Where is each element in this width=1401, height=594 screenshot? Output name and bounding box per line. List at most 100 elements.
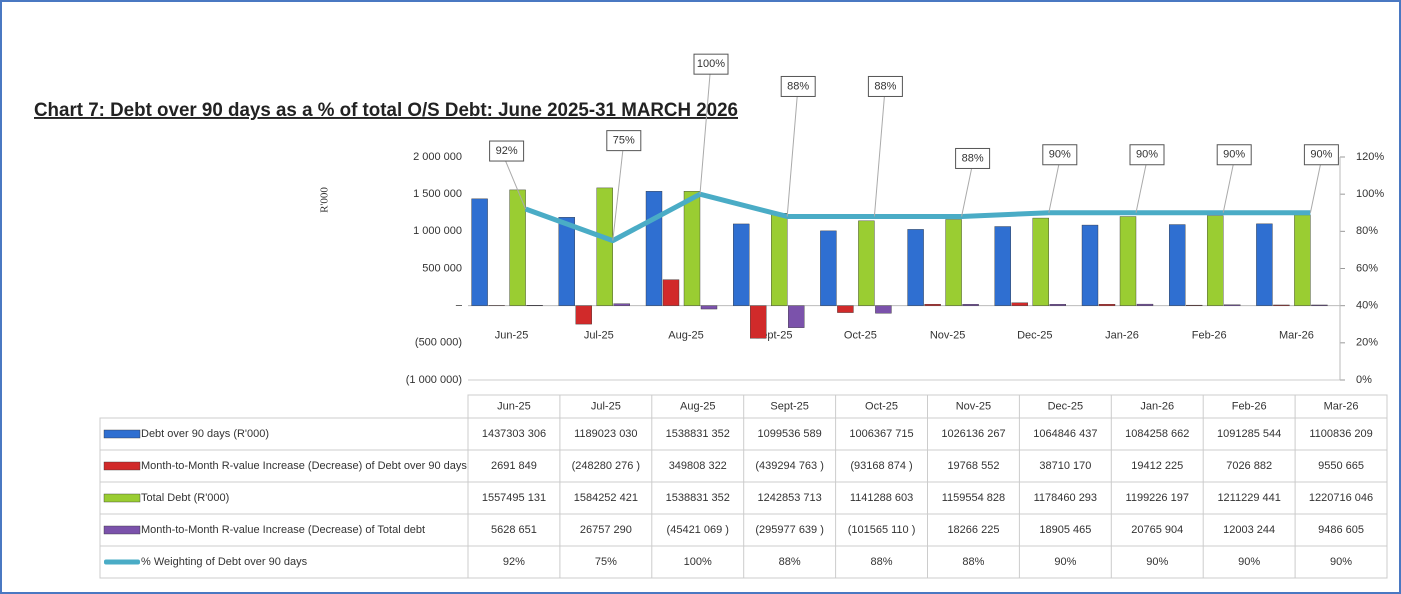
table-cell: 88% [962, 556, 984, 568]
table-cell: 2691 849 [491, 460, 537, 472]
y-tick-label: 1 500 000 [413, 188, 462, 200]
table-cell: (248280 276 ) [572, 460, 641, 472]
bar [1206, 215, 1224, 306]
data-label-box [780, 75, 816, 97]
bar [875, 305, 892, 314]
leader-line [1309, 164, 1321, 213]
leader-line [1135, 164, 1147, 213]
data-label-box [606, 130, 642, 152]
table-cell: 88% [871, 556, 893, 568]
data-label-box [955, 147, 991, 169]
legend-label: Month-to-Month R-value Increase (Decreas… [141, 524, 425, 536]
table-header: Aug-25 [680, 400, 715, 412]
leader-line [1048, 164, 1060, 213]
table-header: Oct-25 [865, 400, 898, 412]
bar [1256, 223, 1273, 306]
bar [1273, 304, 1290, 306]
bar [858, 220, 875, 306]
legend-swatch [103, 461, 141, 471]
data-label-box [489, 140, 525, 162]
table-cell: 1159554 828 [942, 492, 1005, 504]
chart-title: Chart 7: Debt over 90 days as a % of tot… [34, 100, 738, 121]
bar [1168, 224, 1186, 306]
table-header: Mar-26 [1324, 400, 1359, 412]
table-cell: 1211229 441 [1217, 492, 1280, 504]
y2-tick-label: 80% [1356, 225, 1378, 237]
bar [733, 223, 750, 306]
data-label: 88% [874, 80, 896, 92]
table-header: Dec-25 [1048, 400, 1083, 412]
table-cell: 1178460 293 [1034, 492, 1097, 504]
x-tick-label: Mar-26 [1279, 330, 1314, 342]
table-cell: 1006367 715 [849, 428, 913, 440]
bar [1136, 303, 1154, 306]
x-tick-label: Jun-25 [495, 330, 529, 342]
y-tick-label: 2 000 000 [413, 151, 462, 163]
bar [683, 191, 701, 306]
table-cell: 5628 651 [491, 524, 537, 536]
bar [1119, 216, 1137, 306]
table-cell: 1084258 662 [1125, 428, 1189, 440]
legend-label: Total Debt (R'000) [141, 492, 229, 504]
table-header: Nov-25 [956, 400, 991, 412]
y-tick-label: (500 000) [415, 337, 462, 349]
x-tick-label: Oct-25 [844, 330, 877, 342]
data-label-box [693, 53, 729, 75]
legend-swatch [103, 493, 141, 503]
table-cell: 1189023 030 [574, 428, 637, 440]
bar [471, 198, 488, 306]
x-tick-label: Aug-25 [668, 330, 703, 342]
y2-tick-label: 0% [1356, 374, 1372, 386]
table-cell: 19412 225 [1131, 460, 1183, 472]
table-cell: 1100836 209 [1309, 428, 1372, 440]
legend-swatch [103, 429, 141, 439]
data-label: 90% [1136, 149, 1158, 161]
table-cell: 1242853 713 [758, 492, 822, 504]
table-header: Sept-25 [770, 400, 809, 412]
y-tick-label: (1 000 000) [406, 374, 462, 386]
table-cell: 20765 904 [1131, 524, 1183, 536]
table-cell: 19768 552 [947, 460, 999, 472]
table-cell: 92% [503, 556, 525, 568]
table-cell: 1099536 589 [758, 428, 822, 440]
bar [962, 304, 979, 306]
x-tick-label: Jul-25 [584, 330, 614, 342]
bar [907, 229, 924, 306]
table-cell: 1538831 352 [666, 492, 730, 504]
data-label: 100% [697, 58, 725, 70]
table-cell: (101565 110 ) [848, 524, 916, 536]
leader-line [505, 160, 527, 210]
table-cell: 38710 170 [1039, 460, 1091, 472]
y2-tick-label: 120% [1356, 151, 1384, 163]
bar [613, 303, 630, 306]
table-cell: 18266 225 [947, 524, 999, 536]
bar [820, 230, 837, 306]
y2-tick-label: 60% [1356, 262, 1378, 274]
y-tick-label: 500 000 [422, 262, 462, 274]
bar [1081, 224, 1099, 306]
table-cell: 1538831 352 [666, 428, 730, 440]
bar [945, 219, 962, 306]
bar [509, 189, 526, 306]
bar [662, 279, 680, 306]
bar [596, 187, 613, 306]
table-cell: 1091285 544 [1217, 428, 1281, 440]
table-cell: 12003 244 [1223, 524, 1275, 536]
data-label: 90% [1223, 149, 1245, 161]
table-cell: 90% [1330, 556, 1352, 568]
table-cell: 1141288 603 [850, 492, 913, 504]
data-label-box [1042, 144, 1078, 166]
bar [645, 191, 663, 306]
legend-swatch [104, 559, 140, 565]
legend-swatch [103, 525, 141, 535]
table-cell: 88% [779, 556, 801, 568]
bar [700, 305, 718, 310]
table-cell: 1064846 437 [1033, 428, 1097, 440]
bar [1185, 304, 1203, 306]
bar [788, 305, 805, 328]
bar [1098, 304, 1116, 306]
legend-label: Month-to-Month R-value Increase (Decreas… [141, 460, 467, 472]
table-cell: 349808 322 [669, 460, 727, 472]
data-label-box [1303, 144, 1339, 166]
